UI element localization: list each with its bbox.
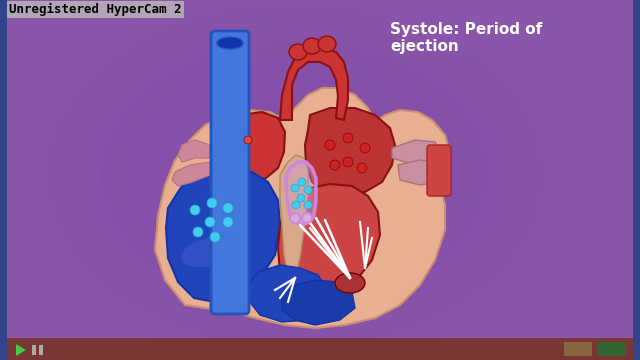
Polygon shape xyxy=(278,184,380,298)
FancyBboxPatch shape xyxy=(7,338,633,360)
Circle shape xyxy=(292,201,300,209)
Polygon shape xyxy=(286,162,316,225)
Polygon shape xyxy=(218,112,285,182)
Circle shape xyxy=(343,157,353,167)
Circle shape xyxy=(223,203,233,213)
Circle shape xyxy=(291,184,299,192)
Circle shape xyxy=(223,217,233,227)
Circle shape xyxy=(357,163,367,173)
Polygon shape xyxy=(280,155,308,280)
Circle shape xyxy=(304,201,312,209)
Circle shape xyxy=(304,186,312,194)
Ellipse shape xyxy=(318,36,336,52)
Polygon shape xyxy=(305,108,395,196)
FancyBboxPatch shape xyxy=(39,345,43,355)
FancyBboxPatch shape xyxy=(564,342,592,356)
FancyBboxPatch shape xyxy=(0,0,7,360)
Ellipse shape xyxy=(335,273,365,293)
Circle shape xyxy=(302,213,312,223)
Circle shape xyxy=(360,143,370,153)
FancyBboxPatch shape xyxy=(32,345,36,355)
Polygon shape xyxy=(166,168,280,302)
Circle shape xyxy=(190,205,200,215)
Polygon shape xyxy=(392,140,442,165)
Polygon shape xyxy=(398,160,445,185)
Text: Systole: Period of
ejection: Systole: Period of ejection xyxy=(390,22,542,54)
Ellipse shape xyxy=(217,37,243,49)
FancyBboxPatch shape xyxy=(427,145,451,196)
Polygon shape xyxy=(178,140,210,162)
Polygon shape xyxy=(280,48,348,120)
Circle shape xyxy=(330,160,340,170)
Polygon shape xyxy=(282,280,355,325)
Ellipse shape xyxy=(289,44,307,60)
Circle shape xyxy=(207,198,217,208)
Polygon shape xyxy=(16,344,26,356)
Polygon shape xyxy=(155,88,450,328)
Circle shape xyxy=(325,140,335,150)
Polygon shape xyxy=(172,162,210,186)
Ellipse shape xyxy=(181,237,235,267)
FancyBboxPatch shape xyxy=(211,31,249,314)
FancyBboxPatch shape xyxy=(598,342,626,356)
Polygon shape xyxy=(248,265,328,322)
Circle shape xyxy=(205,217,215,227)
Circle shape xyxy=(193,227,203,237)
Text: Unregistered HyperCam 2: Unregistered HyperCam 2 xyxy=(9,3,182,16)
Circle shape xyxy=(298,178,306,186)
Circle shape xyxy=(290,213,300,223)
Circle shape xyxy=(244,136,252,144)
Circle shape xyxy=(210,232,220,242)
Ellipse shape xyxy=(303,38,321,54)
Circle shape xyxy=(343,133,353,143)
FancyBboxPatch shape xyxy=(633,0,640,360)
Circle shape xyxy=(297,194,305,202)
